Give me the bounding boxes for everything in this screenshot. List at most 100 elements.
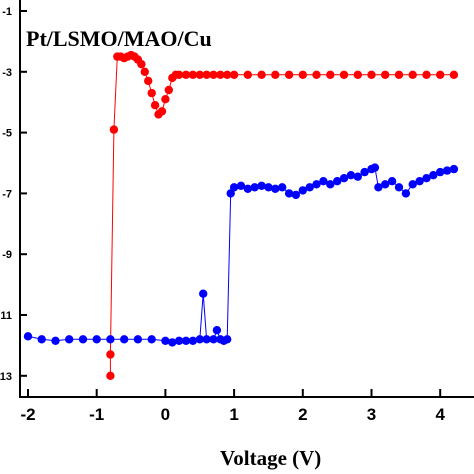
series-1-point bbox=[188, 70, 198, 80]
series-1-point bbox=[106, 350, 115, 359]
series-1-point bbox=[137, 59, 146, 69]
y-tick-label: -13 bbox=[0, 371, 12, 383]
series-2-point bbox=[415, 177, 424, 186]
series-1-point bbox=[157, 107, 167, 116]
series-2-point bbox=[370, 163, 380, 172]
series-2-point bbox=[422, 174, 431, 183]
series-1-point bbox=[202, 70, 211, 80]
series-1-point bbox=[140, 67, 149, 77]
series-1-point bbox=[284, 70, 294, 80]
x-tick-label: -2 bbox=[20, 405, 35, 424]
series-2-line bbox=[27, 166, 455, 343]
series-2-point bbox=[312, 180, 321, 189]
chart-title: Pt/LSMO/MAO/Cu bbox=[26, 26, 212, 51]
series-2-point bbox=[23, 332, 33, 341]
series-1-point bbox=[367, 70, 376, 80]
x-tick-label: -1 bbox=[89, 405, 104, 424]
series-2-point bbox=[436, 167, 445, 177]
series-1-point bbox=[394, 70, 404, 80]
series-1-point bbox=[381, 70, 390, 80]
series-2-point bbox=[319, 177, 328, 186]
series-2-point bbox=[243, 184, 252, 193]
series-2-point bbox=[92, 335, 101, 344]
series-2-point bbox=[120, 335, 129, 344]
series-1-line bbox=[109, 54, 454, 376]
series-2-point bbox=[78, 335, 88, 344]
series-2-point bbox=[271, 184, 280, 193]
series-2-point bbox=[408, 180, 417, 189]
x-tick-label: 3 bbox=[367, 405, 376, 424]
series-1-point bbox=[326, 70, 335, 80]
series-1-point bbox=[271, 70, 280, 80]
y-tick-label: -1 bbox=[2, 6, 12, 18]
series-1-point bbox=[147, 88, 156, 98]
series-2-point bbox=[394, 183, 404, 192]
series-2-point bbox=[223, 335, 232, 344]
axis-labels: -2 -1 0 1 2 3 4 -1 -3 -5 -7 -9 -11 -13 bbox=[0, 6, 445, 424]
x-tick-label: 2 bbox=[298, 405, 307, 424]
y-tick-label: -9 bbox=[2, 249, 12, 261]
series-1-point bbox=[164, 85, 173, 95]
y-tick-label: -5 bbox=[2, 128, 12, 140]
series-1-point bbox=[436, 70, 445, 80]
series-2-point bbox=[257, 181, 266, 190]
series-2-point bbox=[264, 183, 273, 192]
series-2-point bbox=[381, 180, 390, 189]
series-1-point bbox=[144, 76, 153, 86]
series-1-point bbox=[216, 70, 225, 80]
series-2-point bbox=[442, 166, 452, 175]
series-1-point bbox=[298, 70, 307, 80]
x-tick-label: 4 bbox=[435, 405, 445, 424]
series-1-point bbox=[353, 70, 362, 80]
series-2-point bbox=[133, 335, 143, 344]
y-tick-label: -7 bbox=[2, 188, 12, 200]
series-1-point bbox=[257, 70, 266, 80]
series-1-point bbox=[229, 70, 239, 80]
y-tick-label: -3 bbox=[2, 67, 12, 79]
series-2-point bbox=[291, 190, 301, 200]
series-2-point bbox=[106, 335, 115, 344]
series-2-point bbox=[195, 335, 204, 344]
series-2-point bbox=[212, 326, 222, 335]
series-2-point bbox=[429, 171, 438, 180]
series-2-point bbox=[401, 189, 411, 198]
series-2-point bbox=[168, 338, 177, 347]
series-1-point bbox=[312, 70, 321, 80]
series-1-point bbox=[174, 70, 184, 80]
series-2-point bbox=[174, 336, 184, 345]
series-2-point bbox=[333, 177, 342, 186]
series-2-point bbox=[202, 335, 211, 344]
series-2-point bbox=[229, 183, 239, 192]
series-1-point bbox=[150, 101, 160, 110]
axis-ticks bbox=[20, 10, 442, 397]
series-2-point bbox=[346, 171, 356, 180]
series-2-point bbox=[188, 336, 198, 345]
y-tick-label: -11 bbox=[0, 310, 12, 322]
series-2-point bbox=[181, 336, 191, 345]
series-2-point bbox=[284, 189, 294, 198]
series-2-point bbox=[449, 164, 459, 174]
series-2-point bbox=[278, 183, 287, 192]
series-2-point bbox=[51, 336, 60, 345]
series-2-point bbox=[199, 289, 208, 298]
series-1-point bbox=[339, 70, 349, 80]
series-1-point bbox=[422, 70, 431, 80]
series-2-point bbox=[209, 335, 218, 344]
series-2-point bbox=[326, 180, 335, 189]
series-2-point bbox=[305, 183, 314, 192]
series-2-point bbox=[387, 177, 397, 186]
series-2-point bbox=[250, 183, 259, 192]
series-2-point bbox=[339, 174, 349, 183]
series-1-point bbox=[408, 70, 417, 80]
series-2-point bbox=[37, 335, 46, 344]
series-2-point bbox=[147, 335, 156, 344]
series-1-point bbox=[223, 70, 232, 80]
series-1-point bbox=[106, 371, 115, 380]
plot-frame bbox=[19, 0, 474, 398]
series-2-point bbox=[236, 181, 246, 190]
series-1-point bbox=[195, 70, 204, 80]
series-1-point bbox=[449, 70, 459, 80]
series-1-point bbox=[209, 70, 218, 80]
series-2-point bbox=[374, 183, 383, 192]
series-1-point bbox=[181, 70, 191, 80]
